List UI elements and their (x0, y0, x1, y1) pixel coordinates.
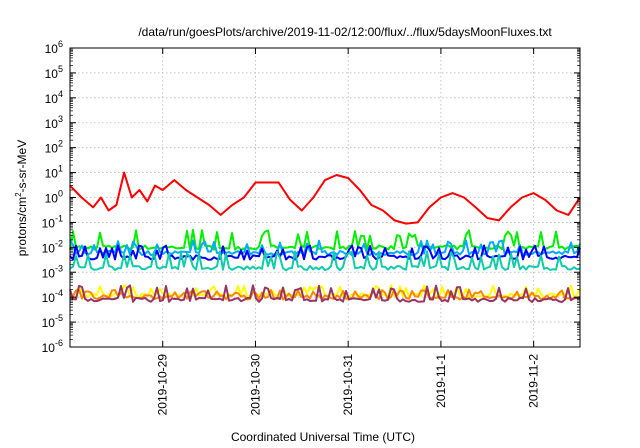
x-tick-label: 2019-11-1 (434, 354, 448, 408)
y-tick-label: 10-6 (42, 338, 63, 355)
y-tick-label: 102 (45, 139, 63, 156)
y-tick-label: 103 (45, 114, 63, 131)
y-label-sup: 2 (14, 192, 23, 197)
series-line-7 (69, 288, 581, 301)
x-axis-label: Coordinated Universal Time (UTC) (231, 430, 415, 444)
x-tick-label: 2019-10-29 (156, 354, 170, 416)
y-tick-label: 100 (45, 189, 63, 206)
y-label-suffix: -s-sr-MeV (15, 140, 29, 193)
chart-title: /data/run/goesPlots/archive/2019-11-02/1… (138, 25, 552, 39)
y-tick-label: 101 (45, 164, 63, 181)
series-line-8 (69, 284, 581, 303)
x-tick-label: 2019-11-2 (527, 354, 541, 408)
y-tick-label: 10-2 (42, 238, 63, 255)
y-tick-label: 10-4 (42, 288, 63, 305)
series-line-5 (69, 250, 581, 272)
y-axis-label: protons/cm2-s-sr-MeV (14, 140, 29, 256)
y-tick-label: 105 (45, 64, 63, 81)
x-tick-label: 2019-10-31 (341, 354, 355, 416)
y-label-prefix: protons/cm (15, 197, 29, 256)
y-tick-label: 10-1 (42, 213, 63, 230)
y-tick-label: 10-3 (42, 263, 63, 280)
ticks: 10-6 10-5 10-4 10-3 10-2 10-1 100 101 102 103 104 1… (42, 39, 580, 415)
y-tick-label: 10-5 (42, 313, 63, 330)
series-group (69, 171, 581, 303)
y-tick-label: 104 (45, 89, 63, 106)
grid (70, 48, 580, 347)
y-tick-label: 106 (45, 39, 63, 56)
series-line-1 (69, 171, 581, 225)
series-line-3 (69, 239, 581, 257)
x-tick-label: 2019-10-30 (248, 354, 262, 416)
